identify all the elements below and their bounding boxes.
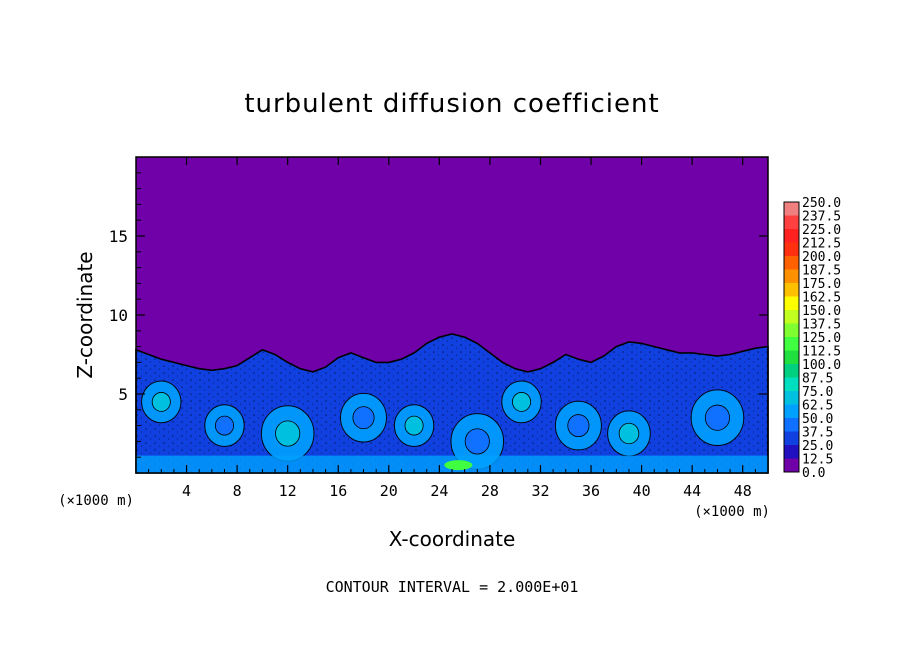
diffusion-field (135, 333, 769, 474)
colorbar-label: 150.0 (802, 304, 841, 319)
colorbar-label: 112.5 (802, 345, 841, 360)
mixing-core (567, 414, 590, 438)
colorbar-swatch (784, 364, 799, 378)
x-tick-label: 16 (329, 482, 347, 500)
colorbar-swatch (784, 458, 799, 473)
colorbar-label: 50.0 (802, 412, 833, 427)
chart-title: turbulent diffusion coefficient (244, 89, 659, 119)
colorbar-label: 0.0 (802, 466, 825, 481)
colorbar-swatch (784, 377, 799, 392)
colorbar-swatch (784, 337, 799, 351)
x-axis-label: X-coordinate (389, 527, 516, 551)
colorbar-swatch (784, 242, 799, 257)
mixing-core (704, 404, 730, 431)
colorbar-label: 25.0 (802, 439, 833, 454)
colorbar-label: 162.5 (802, 291, 841, 306)
colorbar-label: 87.5 (802, 372, 833, 387)
colorbar-label: 175.0 (802, 277, 841, 292)
contour-interval-label: CONTOUR INTERVAL = 2.000E+01 (326, 578, 579, 596)
colorbar-label: 237.5 (802, 210, 841, 225)
mixing-core (352, 406, 375, 430)
colorbar-swatch (784, 269, 799, 284)
colorbar-swatch (784, 404, 799, 419)
x-tick-label: 36 (582, 482, 600, 500)
y-axis-label: Z-coordinate (73, 251, 97, 378)
colorbar-label: 212.5 (802, 237, 841, 252)
colorbar-swatch (784, 296, 799, 311)
colorbar-label: 12.5 (802, 453, 833, 468)
x-tick-label: 40 (633, 482, 651, 500)
mixing-core (464, 428, 490, 455)
colorbar-label: 137.5 (802, 318, 841, 333)
colorbar-label: 100.0 (802, 358, 841, 373)
x-tick-label: 44 (683, 482, 701, 500)
x-tick-label: 4 (182, 482, 191, 500)
colorbar-label: 187.5 (802, 264, 841, 279)
peak-mixing-spot (444, 460, 473, 471)
mixing-core (618, 422, 640, 445)
colorbar-swatch (784, 283, 799, 297)
mixing-core (512, 392, 532, 412)
colorbar-swatch (784, 418, 799, 432)
colorbar-swatch (784, 215, 799, 230)
mixing-core (275, 420, 301, 447)
x-tick-label: 24 (430, 482, 448, 500)
colorbar-swatch (784, 310, 799, 324)
colorbar-frame (783, 201, 800, 473)
colorbar-label: 250.0 (802, 196, 841, 211)
colorbar-label: 75.0 (802, 385, 833, 400)
colorbar-label: 125.0 (802, 331, 841, 346)
x-tick-label: 28 (481, 482, 499, 500)
x-unit-right: (×1000 m) (694, 504, 770, 520)
mixing-core (404, 415, 424, 436)
colorbar-swatch (784, 431, 799, 446)
x-tick-label: 20 (380, 482, 398, 500)
colorbar-label: 225.0 (802, 223, 841, 238)
y-tick-label: 5 (118, 385, 128, 404)
colorbar-swatch (784, 202, 799, 216)
mixing-core (214, 415, 234, 436)
colorbar-swatch (784, 229, 799, 243)
colorbar-label: 37.5 (802, 426, 833, 441)
colorbar-swatch (784, 350, 799, 365)
x-tick-label: 48 (734, 482, 752, 500)
y-tick-label: 10 (109, 306, 128, 325)
plot-frame (135, 156, 769, 474)
x-unit-left: (×1000 m) (58, 493, 134, 509)
y-tick-label: 15 (109, 227, 128, 246)
colorbar: 250.0237.5225.0212.5200.0187.5175.0162.5… (783, 196, 841, 481)
colorbar-swatch (784, 391, 799, 405)
colorbar-label: 62.5 (802, 399, 833, 414)
mixing-core (151, 392, 171, 412)
x-tick-label: 32 (531, 482, 549, 500)
colorbar-swatch (784, 445, 799, 459)
x-tick-label: 8 (233, 482, 242, 500)
colorbar-swatch (784, 256, 799, 270)
colorbar-swatch (784, 323, 799, 338)
x-tick-label: 12 (279, 482, 297, 500)
colorbar-label: 200.0 (802, 250, 841, 265)
